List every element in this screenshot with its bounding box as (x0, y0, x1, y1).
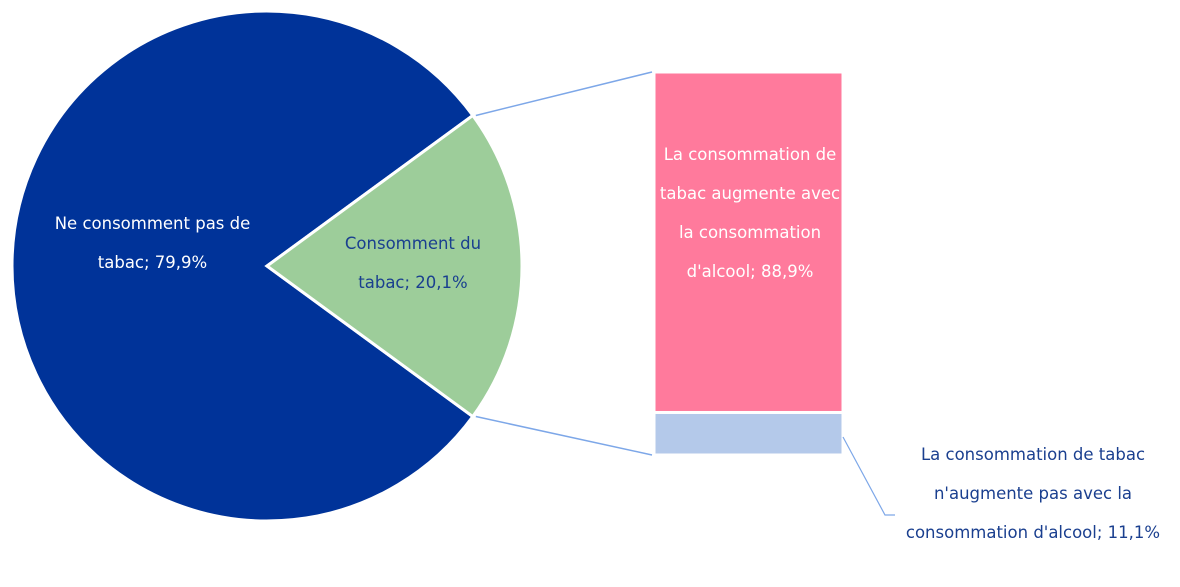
connector (475, 71, 653, 117)
bar-segment (652, 70, 845, 414)
slice-label: Consomment du tabac; 20,1% (344, 234, 482, 292)
pie-slice (264, 113, 524, 419)
bar-label: La consommation de tabac augmente avec l… (659, 145, 841, 281)
leader-line (842, 436, 895, 516)
pie-slice (10, 9, 475, 523)
bar-segment (652, 410, 845, 457)
slice-label: Ne consomment pas de tabac; 79,9% (54, 214, 251, 272)
connector (475, 415, 653, 456)
bar-label: La consommation de tabac n'augmente pas … (905, 445, 1161, 542)
